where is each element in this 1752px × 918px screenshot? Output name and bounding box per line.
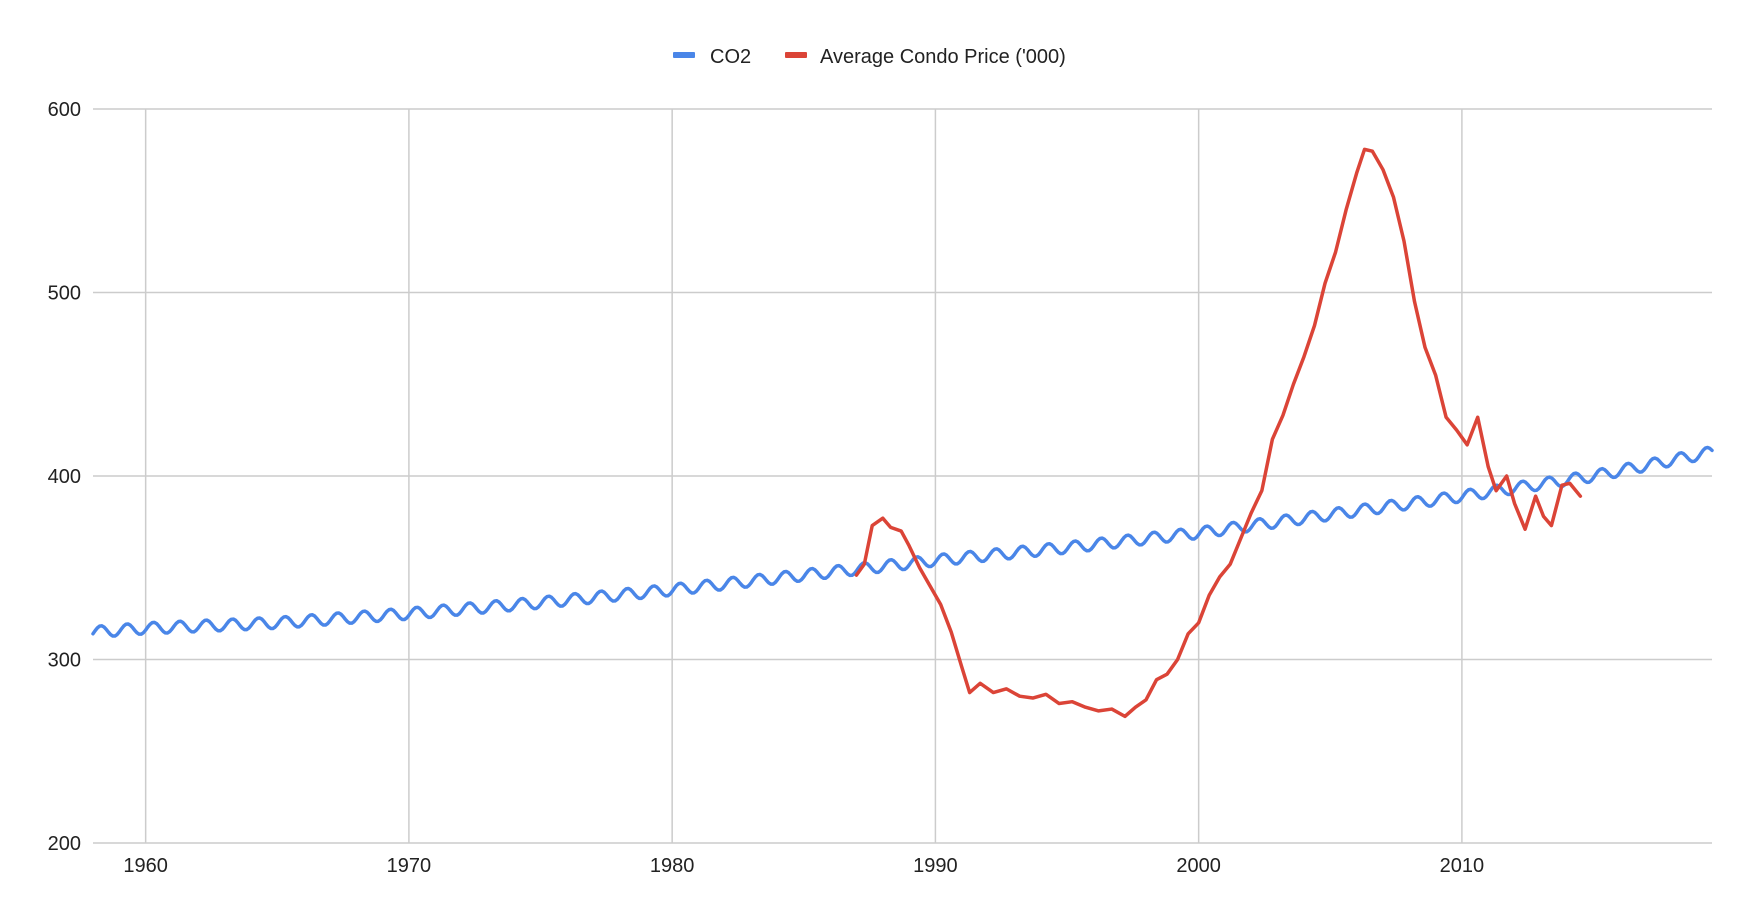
series-line-co2 [91,445,1714,638]
legend-swatch-condo-price [785,52,807,58]
legend-label-co2: CO2 [710,46,751,68]
y-tick-label: 200 [48,833,81,855]
x-tick-label: 1960 [123,855,168,877]
x-tick-label: 1970 [387,855,432,877]
series-line-condo-price [854,147,1583,719]
x-tick-label: 1990 [913,855,958,877]
legend-swatch-co2 [673,52,695,58]
grid [93,108,1712,844]
legend-label-condo-price: Average Condo Price ('000) [820,46,1066,68]
x-tick-label: 2000 [1176,855,1221,877]
x-axis-ticks: 1960 1970 1980 1990 2000 2010 [123,855,1484,877]
y-axis-ticks: 200 300 400 500 600 [48,99,81,855]
legend: CO2 Average Condo Price ('000) [673,46,1066,68]
x-tick-label: 1980 [650,855,695,877]
y-tick-label: 600 [48,99,81,121]
y-tick-label: 400 [48,466,81,488]
y-tick-label: 300 [48,650,81,672]
x-tick-label: 2010 [1440,855,1485,877]
y-tick-label: 500 [48,283,81,305]
series [91,147,1714,719]
